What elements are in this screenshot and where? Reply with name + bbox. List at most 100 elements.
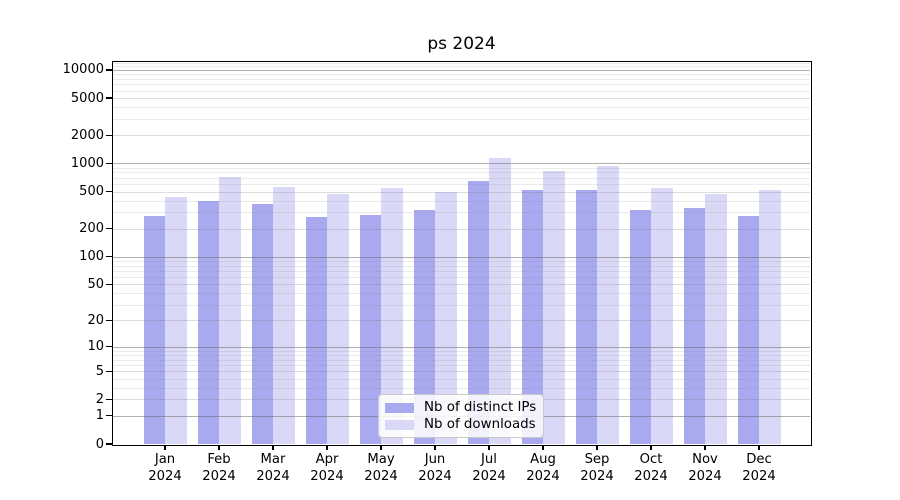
y-tick-label: 20 (87, 312, 104, 328)
y-tick-mark (106, 415, 113, 417)
y-tick-label: 100 (79, 249, 104, 265)
y-tick-label: 0 (95, 436, 104, 452)
x-tick-label: Dec 2024 (719, 452, 799, 485)
x-tick-mark (434, 445, 436, 450)
y-tick-label: 200 (79, 221, 104, 237)
x-tick-mark (596, 445, 598, 450)
x-tick-month: Mar (260, 452, 286, 467)
x-tick-label: Nov 2024 (665, 452, 745, 485)
y-tick-mark (106, 443, 113, 445)
y-tick-label: 500 (79, 184, 104, 199)
x-tick-month: Apr (315, 452, 339, 467)
x-tick-label: Mar 2024 (233, 452, 313, 485)
bar (543, 171, 565, 444)
x-tick-month: Jan (154, 452, 176, 467)
y-tick-mark (106, 255, 113, 258)
y-tick-label: 50 (87, 276, 104, 292)
y-tick-mark (106, 97, 113, 99)
x-tick-month: Aug (530, 452, 556, 467)
x-tick-label: Jul 2024 (449, 452, 529, 485)
y-tick-mark (106, 345, 113, 348)
bar (575, 189, 597, 444)
x-tick-month: Sep (584, 452, 610, 467)
bar (197, 200, 219, 444)
y-tick-mark (106, 370, 113, 372)
y-tick-label: 10 (87, 339, 104, 355)
x-tick-month: Nov (692, 452, 718, 467)
y-tick-label: 2 (95, 391, 104, 407)
x-tick-month: May (367, 452, 395, 467)
legend-item-distinct-ips: Nb of distinct IPs (385, 400, 539, 415)
chart-title: ps 2024 (427, 34, 496, 54)
bar (273, 186, 295, 444)
x-tick-year: 2024 (742, 468, 776, 484)
x-tick-label: Sep 2024 (557, 452, 637, 485)
x-tick-mark (488, 445, 490, 450)
y-tick-label: 1000 (70, 155, 104, 171)
bar (489, 158, 511, 444)
x-tick-label: Jun 2024 (395, 452, 475, 485)
legend: Nb of distinct IPs Nb of downloads (378, 394, 544, 438)
bar (759, 189, 781, 444)
bar (143, 215, 165, 444)
x-tick-mark (326, 445, 328, 450)
y-tick-label: 5 (95, 363, 104, 379)
x-tick-mark (704, 445, 706, 450)
y-tick-mark (106, 69, 113, 71)
bar (467, 180, 489, 444)
x-tick-year: 2024 (580, 468, 614, 484)
bar (359, 215, 381, 444)
bar (327, 194, 349, 444)
x-tick-year: 2024 (310, 468, 344, 484)
x-tick-mark (218, 445, 220, 450)
x-tick-label: Apr 2024 (287, 452, 367, 485)
x-tick-month: Jun (424, 452, 446, 467)
x-tick-year: 2024 (418, 468, 452, 484)
bar (381, 188, 403, 444)
bar (651, 187, 673, 444)
x-tick-mark (650, 445, 652, 450)
y-tick-label: 10000 (62, 62, 104, 78)
plot-area (113, 62, 810, 444)
x-tick-label: Jan 2024 (125, 452, 205, 485)
y-tick-mark (106, 134, 113, 136)
x-tick-month: Jul (481, 452, 497, 467)
x-tick-year: 2024 (526, 468, 560, 484)
x-tick-month: Dec (746, 452, 772, 467)
y-tick-label: 2000 (70, 127, 104, 143)
legend-item-downloads: Nb of downloads (385, 417, 539, 432)
bar (219, 176, 241, 444)
bar (521, 190, 543, 444)
x-tick-year: 2024 (688, 468, 722, 484)
y-tick-mark (106, 190, 113, 193)
bar (165, 196, 187, 444)
bars-layer (113, 62, 810, 444)
x-tick-mark (164, 445, 166, 450)
y-tick-mark (106, 227, 113, 230)
legend-label-downloads: Nb of downloads (424, 417, 536, 432)
x-tick-year: 2024 (472, 468, 506, 484)
bar (683, 208, 705, 444)
y-tick-mark (106, 283, 113, 285)
x-tick-year: 2024 (256, 468, 290, 484)
x-tick-month: Feb (207, 452, 231, 467)
x-tick-year: 2024 (364, 468, 398, 484)
x-tick-mark (758, 445, 760, 450)
x-tick-label: Oct 2024 (611, 452, 691, 485)
bar (705, 194, 727, 444)
x-tick-year: 2024 (202, 468, 236, 484)
x-tick-label: Feb 2024 (179, 452, 259, 485)
y-tick-label: 5000 (70, 90, 104, 106)
legend-label-distinct-ips: Nb of distinct IPs (424, 400, 537, 415)
x-tick-mark (542, 445, 544, 450)
bar (305, 216, 327, 444)
bar (597, 165, 619, 444)
y-tick-mark (106, 162, 113, 165)
bar (737, 215, 759, 444)
x-tick-mark (272, 445, 274, 450)
x-tick-label: Aug 2024 (503, 452, 583, 485)
legend-swatch-downloads (385, 419, 414, 430)
x-tick-month: Oct (639, 452, 663, 467)
bar (629, 210, 651, 444)
